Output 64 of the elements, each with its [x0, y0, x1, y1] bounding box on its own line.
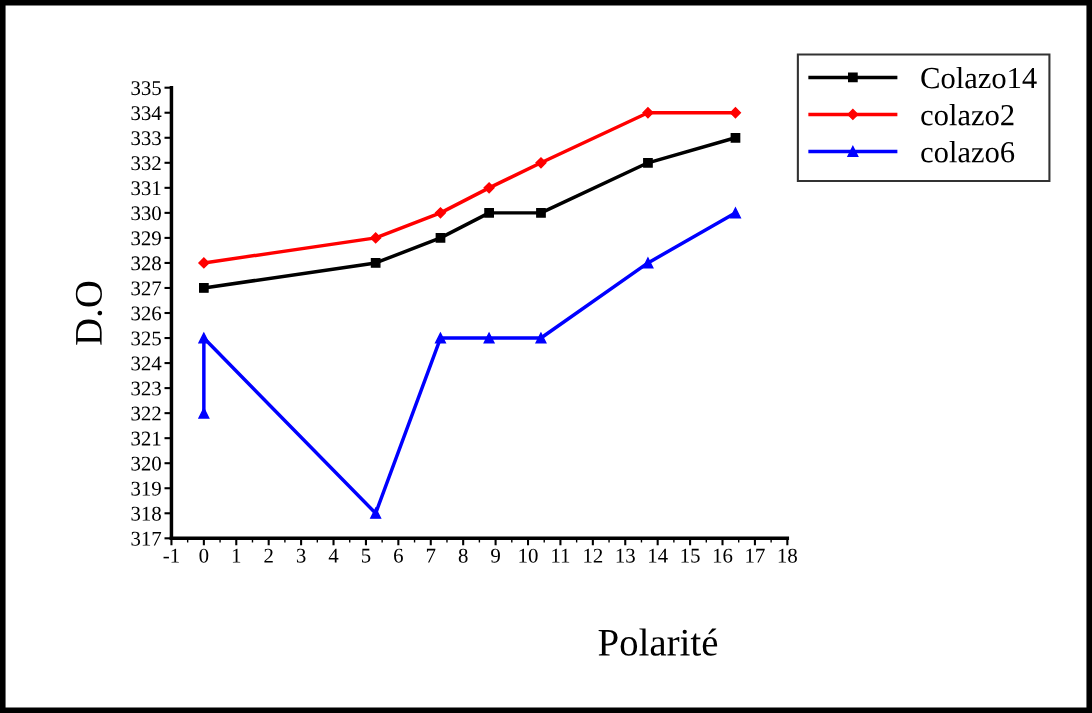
x-tick-label: 13 [616, 548, 635, 563]
y-tick-label: 326 [131, 306, 162, 321]
point [370, 232, 382, 244]
x-tick-label: 4 [328, 548, 339, 563]
x-axis-title: Polarité [598, 628, 718, 656]
x-tick-label: 12 [584, 548, 603, 563]
legend-label: colazo6 [921, 141, 1015, 163]
y-tick-label: 320 [131, 456, 161, 471]
legend-label: Colazo14 [921, 66, 1037, 89]
x-tick-label: 8 [458, 548, 468, 563]
x-tick-label: 3 [296, 548, 306, 563]
point [642, 107, 654, 119]
point [435, 233, 446, 243]
legend-label: colazo2 [921, 103, 1014, 126]
x-tick-label: 18 [778, 548, 797, 563]
x-tick-label: 0 [199, 548, 209, 563]
point [535, 157, 547, 169]
y-tick-label: 324 [131, 356, 162, 371]
x-tick-label: 5 [361, 548, 371, 563]
x-tick-label: 11 [552, 548, 570, 563]
y-tick-label: 332 [131, 156, 161, 171]
y-tick-label: 330 [131, 206, 161, 221]
y-tick-label: 321 [131, 431, 161, 446]
x-tick-label: 9 [491, 548, 500, 563]
y-tick-label: 334 [131, 106, 162, 121]
point [370, 258, 381, 268]
y-tick-label: 319 [131, 481, 161, 496]
x-tick-label: 10 [519, 548, 538, 563]
y-tick-label: 335 [131, 81, 161, 96]
y-axis-title: D.O [75, 281, 103, 345]
y-tick-label: 318 [131, 506, 161, 521]
x-tick-label: 14 [649, 548, 668, 563]
point [642, 257, 654, 269]
y-tick-label: 329 [131, 231, 161, 246]
point [434, 207, 447, 219]
point [483, 332, 495, 344]
y-tick-label: 331 [131, 181, 161, 196]
y-tick-label: 328 [131, 256, 161, 271]
point [198, 257, 210, 269]
x-tick-label: 2 [264, 548, 273, 563]
x-tick-label: 1 [232, 548, 241, 563]
y-tick-label: 327 [131, 281, 162, 296]
y-tick-label: 322 [131, 406, 161, 421]
x-tick-label: 17 [746, 548, 765, 563]
point [535, 332, 547, 344]
x-tick-label: 7 [426, 548, 436, 563]
point [536, 208, 546, 218]
point [729, 207, 742, 219]
point [434, 332, 447, 344]
x-tick-label: 6 [394, 548, 403, 563]
y-tick-label: 323 [131, 381, 161, 396]
point [483, 182, 495, 194]
point [198, 283, 209, 293]
y-tick-label: 317 [131, 531, 162, 546]
y-tick-label: 333 [131, 131, 161, 146]
point [730, 132, 741, 143]
y-tick-label: 325 [131, 331, 161, 346]
point [370, 507, 382, 519]
point [484, 208, 494, 218]
point [643, 157, 653, 168]
x-tick-label: 16 [713, 548, 733, 563]
x-tick-label: -1 [163, 548, 179, 563]
point [198, 332, 210, 344]
x-tick-label: 15 [681, 548, 700, 563]
